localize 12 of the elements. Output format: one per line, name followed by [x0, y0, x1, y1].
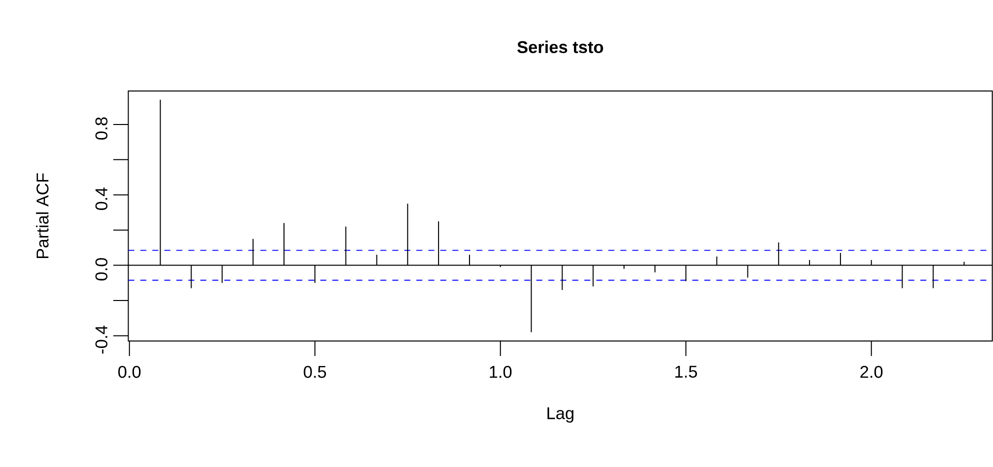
- x-tick-label: 0.0: [118, 366, 141, 378]
- y-tick-label: -0.4: [95, 326, 108, 354]
- x-tick-label: 1.0: [490, 366, 512, 378]
- x-tick-label: 2.0: [860, 366, 883, 378]
- x-axis-title: Lag: [548, 407, 574, 423]
- y-tick-label: 0.0: [95, 258, 108, 280]
- y-tick-label: 0.8: [95, 117, 108, 140]
- y-tick-label: 0.4: [95, 188, 108, 210]
- x-tick-label: 1.5: [675, 366, 697, 378]
- chart-title: Series tsto: [517, 40, 604, 54]
- y-axis-title: Partial ACF: [36, 173, 49, 258]
- x-tick-label: 0.5: [304, 366, 326, 378]
